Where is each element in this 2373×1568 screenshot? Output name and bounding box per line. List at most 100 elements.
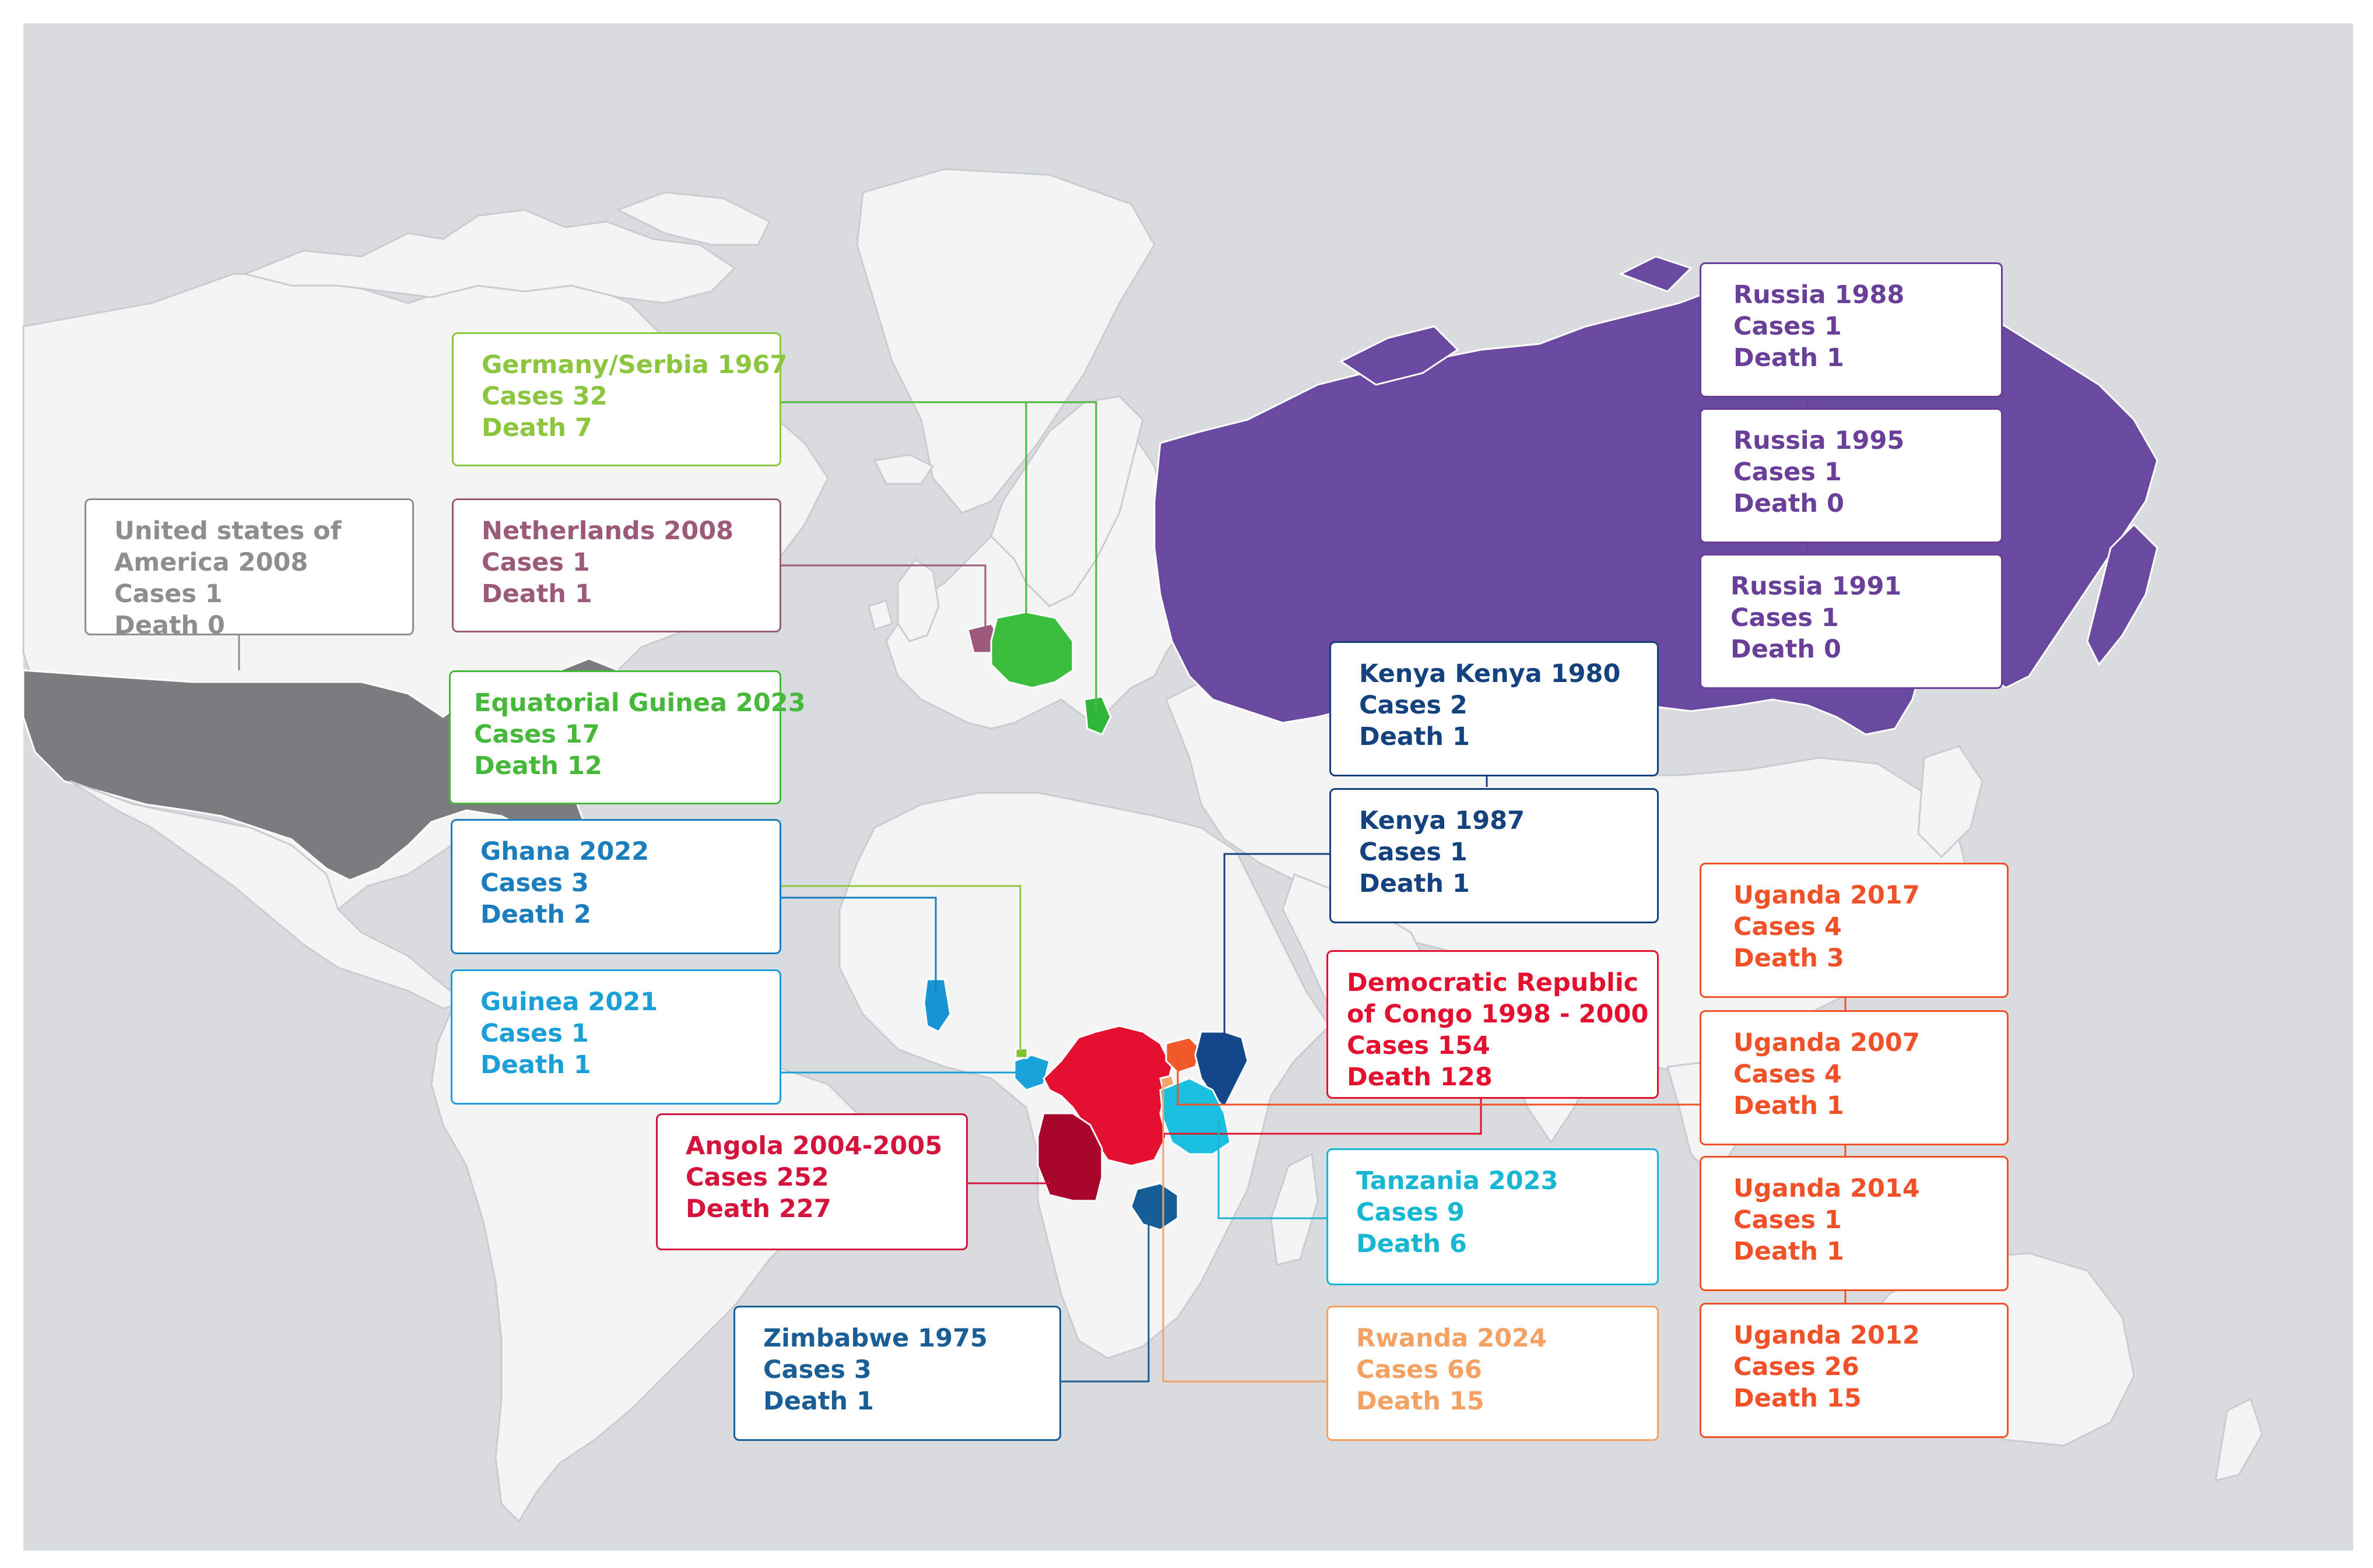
country-russia-arctic-islands <box>1339 325 1459 386</box>
outbreak-title: Democratic Republic <box>1347 968 1639 997</box>
outbreak-box-usa-2008: United states of America 2008 Cases 1 De… <box>85 498 414 640</box>
outbreak-cases: Cases 4 <box>1733 1060 1842 1089</box>
country-germany <box>990 611 1074 689</box>
outbreak-box-uganda-2014: Uganda 2014 Cases 1 Death 1 <box>1700 1156 2009 1291</box>
outbreak-deaths: Death 1 <box>1359 722 1470 751</box>
country-ghana <box>923 978 952 1033</box>
outbreak-box-kenya-1987: Kenya 1987 Cases 1 Death 1 <box>1329 788 1659 923</box>
outbreak-deaths: Death 1 <box>1733 1091 1844 1120</box>
outbreak-cases: Cases 1 <box>1733 312 1842 341</box>
outbreak-title: Kenya 1987 <box>1359 806 1525 835</box>
country-drc <box>1042 1025 1173 1167</box>
outbreak-title: of Congo 1998 - 2000 <box>1347 1000 1649 1029</box>
outbreak-title: Russia 1995 <box>1733 426 1905 455</box>
outbreak-title: Ghana 2022 <box>480 837 650 866</box>
outbreak-title: Russia 1988 <box>1733 280 1905 310</box>
outbreak-title: Equatorial Guinea 2023 <box>474 688 806 718</box>
outbreak-title: United states of <box>114 516 342 546</box>
outbreak-title: Kenya Kenya 1980 <box>1359 659 1621 688</box>
outbreak-cases: Cases 1 <box>1730 603 1839 632</box>
connector-tanzania <box>1217 1119 1335 1219</box>
outbreak-cases: Cases 1 <box>480 1019 589 1048</box>
outbreak-cases: Cases 3 <box>763 1355 872 1384</box>
outbreak-deaths: Death 0 <box>1733 489 1844 518</box>
outbreak-cases: Cases 4 <box>1733 912 1842 941</box>
outbreak-box-russia-1995: Russia 1995 Cases 1 Death 0 <box>1700 408 2003 543</box>
landmass-japan <box>1917 745 1984 859</box>
outbreak-title: Uganda 2012 <box>1733 1321 1920 1350</box>
outbreak-deaths: Death 1 <box>1733 1237 1844 1266</box>
outbreak-title: Angola 2004-2005 <box>686 1131 943 1161</box>
outbreak-title: America 2008 <box>114 548 308 577</box>
outbreak-title: Zimbabwe 1975 <box>763 1324 988 1353</box>
outbreak-title: Tanzania 2023 <box>1356 1166 1558 1196</box>
connector-ghana <box>781 896 937 991</box>
outbreak-deaths: Death 2 <box>480 900 591 929</box>
outbreak-box-uganda-2012: Uganda 2012 Cases 26 Death 15 <box>1700 1303 2009 1438</box>
outbreak-cases: Cases 2 <box>1359 691 1468 720</box>
outbreak-deaths: Death 128 <box>1347 1063 1493 1092</box>
landmass-arctic-islands-2 <box>616 191 771 246</box>
outbreak-title: Guinea 2021 <box>480 987 658 1017</box>
outbreak-box-netherlands-2008: Netherlands 2008 Cases 1 Death 1 <box>452 498 781 632</box>
outbreak-box-uganda-2007: Uganda 2007 Cases 4 Death 1 <box>1700 1010 2009 1145</box>
outbreak-deaths: Death 1 <box>763 1387 874 1416</box>
country-guinea <box>1013 1054 1051 1091</box>
outbreak-title: Netherlands 2008 <box>482 516 734 546</box>
country-serbia <box>1083 695 1112 736</box>
landmass-ireland <box>868 599 893 631</box>
landmass-scandinavia <box>990 395 1144 607</box>
outbreak-title: Germany/Serbia 1967 <box>482 350 788 379</box>
outbreak-box-zimbabwe-1975: Zimbabwe 1975 Cases 3 Death 1 <box>733 1306 1061 1441</box>
outbreak-box-rwanda-2024: Rwanda 2024 Cases 66 Death 15 <box>1326 1306 1659 1441</box>
outbreak-cases: Cases 1 <box>482 548 590 577</box>
outbreak-deaths: Death 12 <box>474 751 602 781</box>
outbreak-box-drc-1998: Democratic Republic of Congo 1998 - 2000… <box>1326 950 1659 1099</box>
outbreak-cases: Cases 1 <box>1733 1205 1842 1235</box>
outbreak-box-equatorial-guinea-2023: Equatorial Guinea 2023 Cases 17 Death 12 <box>449 670 806 804</box>
outbreak-cases: Cases 66 <box>1356 1355 1482 1384</box>
outbreak-box-guinea-2021: Guinea 2021 Cases 1 Death 1 <box>451 969 781 1105</box>
outbreak-deaths: Death 3 <box>1733 944 1844 973</box>
outbreak-deaths: Death 7 <box>482 413 592 442</box>
outbreak-deaths: Death 6 <box>1356 1229 1467 1258</box>
connector-lines <box>238 401 1847 1383</box>
landmass-greenland <box>856 168 1156 514</box>
outbreak-cases: Cases 154 <box>1347 1031 1490 1060</box>
landmass-iceland <box>873 453 935 485</box>
country-russia-novaya <box>1619 255 1693 293</box>
outbreak-title: Uganda 2007 <box>1733 1028 1920 1057</box>
outbreak-cases: Cases 1 <box>114 579 223 609</box>
outbreak-deaths: Death 0 <box>114 611 225 640</box>
outbreak-deaths: Death 0 <box>1730 635 1841 664</box>
outbreak-box-angola-2004: Angola 2004-2005 Cases 252 Death 227 <box>656 1113 968 1250</box>
connector-uganda <box>1177 1055 1702 1106</box>
connector-netherlands <box>781 564 987 635</box>
outbreak-deaths: Death 1 <box>480 1050 591 1080</box>
connector-rwanda <box>1162 1084 1335 1383</box>
outbreak-cases: Cases 1 <box>1359 838 1468 867</box>
connector-kenya <box>1223 853 1335 1038</box>
outbreak-title: Rwanda 2024 <box>1356 1324 1547 1353</box>
outbreak-deaths: Death 15 <box>1356 1387 1484 1416</box>
outbreak-title: Russia 1991 <box>1730 572 1902 601</box>
landmass-arctic-islands <box>242 209 736 304</box>
outbreak-box-uganda-2017: Uganda 2017 Cases 4 Death 3 <box>1700 863 2009 998</box>
outbreak-deaths: Death 1 <box>1359 869 1470 898</box>
outbreak-box-germany-serbia-1967: Germany/Serbia 1967 Cases 32 Death 7 <box>452 332 788 466</box>
outbreak-title: Uganda 2017 <box>1733 881 1920 910</box>
outbreak-deaths: Death 15 <box>1733 1384 1862 1413</box>
outbreak-cases: Cases 252 <box>686 1163 829 1192</box>
outbreak-title: Uganda 2014 <box>1733 1174 1920 1203</box>
country-russia-kamchatka <box>2086 523 2158 666</box>
outbreak-box-russia-1991: Russia 1991 Cases 1 Death 0 <box>1700 554 2003 689</box>
outbreak-cases: Cases 26 <box>1733 1352 1859 1381</box>
country-equatorial-guinea <box>1015 1047 1028 1059</box>
landmass-uk <box>897 558 940 642</box>
country-uganda <box>1165 1036 1202 1074</box>
country-angola <box>1037 1112 1103 1202</box>
landmass-new-zealand <box>2214 1397 2263 1482</box>
connector-drc <box>1143 1099 1482 1135</box>
outbreak-cases: Cases 1 <box>1733 458 1842 487</box>
